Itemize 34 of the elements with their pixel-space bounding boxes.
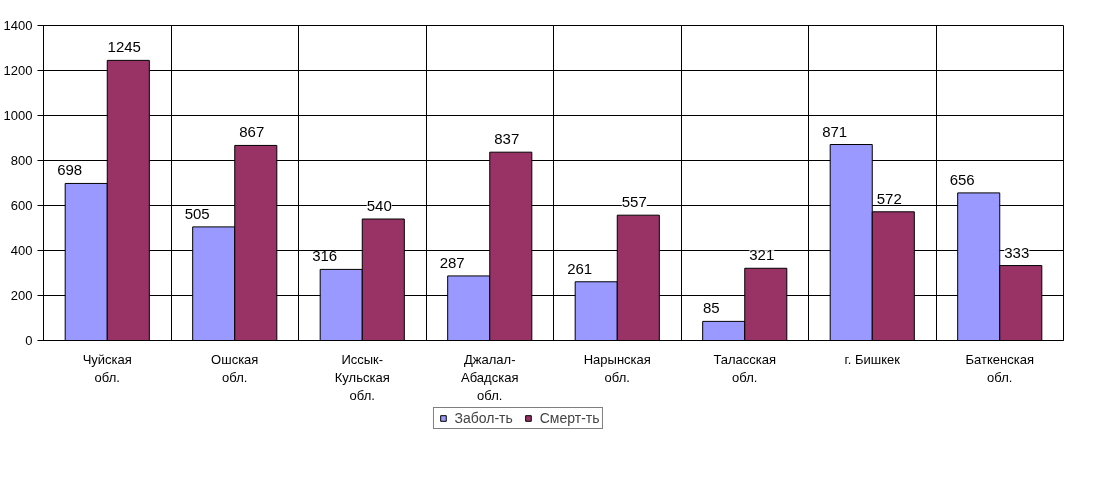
x-tick-label: Джалал- Абадская обл. — [461, 351, 519, 403]
x-tick-label: Нарынская обл. — [583, 351, 651, 385]
legend-label: Смерт-ть — [539, 410, 600, 426]
y-tick-label: 200 — [10, 288, 33, 303]
data-label: 316 — [312, 247, 338, 265]
data-label: 505 — [184, 204, 210, 222]
y-tick-label: 600 — [10, 198, 33, 213]
x-tick-label: Ошская обл. — [211, 351, 259, 385]
y-tick-label: 1200 — [3, 63, 33, 78]
y-tick-label: 800 — [10, 153, 33, 168]
x-tick-label: Баткенская обл. — [965, 351, 1034, 385]
data-label: 321 — [749, 246, 775, 264]
y-tick-label: 1000 — [3, 108, 33, 123]
data-label: 871 — [822, 122, 848, 140]
legend-label: Забол-ть — [454, 410, 513, 426]
y-tick-label: 0 — [25, 333, 33, 348]
data-label: 540 — [366, 197, 392, 214]
x-tick-label: Чуйская обл. — [82, 351, 132, 385]
data-label: 557 — [621, 193, 647, 211]
data-label: 867 — [239, 123, 265, 141]
data-label: 837 — [494, 130, 520, 148]
data-label: 572 — [876, 189, 902, 207]
data-label: 698 — [57, 161, 83, 179]
data-label: 1245 — [107, 38, 141, 56]
data-label: 656 — [949, 170, 975, 188]
x-tick-label: Иссык- Кульская обл. — [334, 351, 390, 403]
data-label: 85 — [703, 299, 720, 317]
data-label: 287 — [439, 253, 465, 271]
x-tick-label: Таласская обл. — [713, 351, 777, 385]
y-tick-label: 1400 — [3, 18, 33, 33]
data-label: 261 — [567, 259, 593, 277]
y-tick-label: 400 — [10, 243, 33, 258]
x-tick-label: г. Бишкек — [844, 351, 901, 367]
data-label: 333 — [1004, 243, 1030, 261]
